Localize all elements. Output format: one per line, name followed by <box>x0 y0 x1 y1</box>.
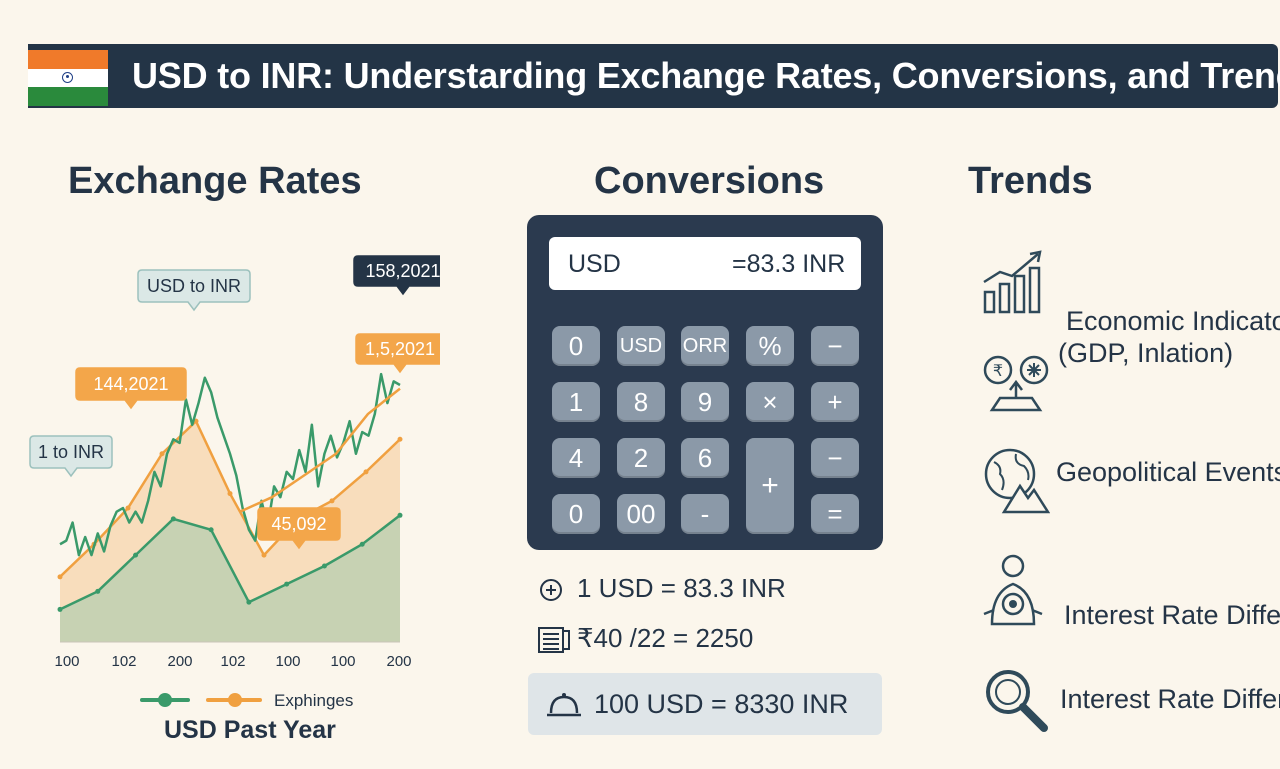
callout-label: 1,5,2021 <box>365 339 435 359</box>
series-1-point-9 <box>363 469 369 475</box>
display-currency: USD <box>568 250 621 278</box>
callout-bubble <box>257 507 341 550</box>
person-network-icon <box>983 554 1043 626</box>
series-2-point-3 <box>170 516 176 522</box>
key-percent[interactable]: % <box>746 326 794 366</box>
legend-orange-dot <box>228 693 242 707</box>
key-dash[interactable]: - <box>681 494 729 534</box>
series-1-point-6 <box>261 552 267 558</box>
series-2-point-6 <box>284 581 290 587</box>
page-title: USD to INR: Understarding Exchange Rates… <box>132 55 1280 96</box>
legend-label: Exphinges <box>274 691 354 710</box>
x-tick-label: 100 <box>275 653 300 670</box>
trend-label-gdp: (GDP, Inlation) <box>1058 338 1234 368</box>
callout-label: USD to INR <box>147 276 241 296</box>
series-2-point-1 <box>95 588 101 594</box>
key-minus[interactable]: − <box>811 326 859 366</box>
bar-chart-growth-icon <box>983 250 1042 314</box>
series-2-point-5 <box>246 599 252 605</box>
key-9[interactable]: 9 <box>681 382 729 422</box>
series-1-point-8 <box>329 498 335 504</box>
chart-caption: USD Past Year <box>164 716 336 744</box>
callout-label: 1 to INR <box>38 442 104 462</box>
conversions-heading: Conversions <box>594 160 825 202</box>
globe-mountain-icon <box>984 448 1050 514</box>
callout-bubble <box>75 367 187 410</box>
key-orr[interactable]: ORR <box>681 326 729 366</box>
trend-label-interest-1: Interest Rate Differ <box>1064 600 1280 630</box>
series-2-point-8 <box>359 541 365 547</box>
key-multiply[interactable]: × <box>746 382 794 422</box>
key-0-bottom[interactable]: 0 <box>552 494 600 534</box>
key-00[interactable]: 00 <box>617 494 665 534</box>
conversion-text-1: 1 USD = 83.3 INR <box>577 573 786 603</box>
series-2-point-0 <box>57 606 63 612</box>
series-1-point-3 <box>159 451 165 457</box>
key-plus-tall[interactable]: + <box>746 438 794 534</box>
series-2-line <box>59 514 401 611</box>
header-banner <box>28 44 1278 108</box>
exchange-rates-heading: Exchange Rates <box>68 160 362 202</box>
trend-label-economic: Economic Indicato <box>1066 306 1280 336</box>
key-plus[interactable]: + <box>811 382 859 422</box>
magnifier-icon <box>986 670 1048 732</box>
conversion-line-2: ₹40 /22 = 2250 <box>537 623 753 654</box>
trend-label-interest-2: Interest Rate Differ <box>1060 684 1280 714</box>
series-3-line <box>239 387 401 513</box>
key-2[interactable]: 2 <box>617 438 665 478</box>
economy-scale-icon: ₹ <box>983 355 1049 412</box>
x-tick-label: 200 <box>386 653 411 670</box>
trend-label-geopolitical: Geopolitical Events <box>1056 457 1280 487</box>
india-flag-icon <box>28 50 108 106</box>
key-6[interactable]: 6 <box>681 438 729 478</box>
key-0[interactable]: 0 <box>552 326 600 366</box>
x-tick-label: 102 <box>111 653 136 670</box>
key-usd[interactable]: USD <box>617 326 665 366</box>
series-1-point-0 <box>57 574 63 580</box>
callout-bubble <box>355 333 440 374</box>
series-1-point-2 <box>125 505 131 511</box>
series-2-point-4 <box>208 527 214 533</box>
key-1[interactable]: 1 <box>552 382 600 422</box>
legend-green-dot <box>158 693 172 707</box>
callout-bubble <box>137 269 251 312</box>
key-4[interactable]: 4 <box>552 438 600 478</box>
calculator-display <box>549 237 861 290</box>
result-box <box>528 673 882 735</box>
key-8[interactable]: 8 <box>617 382 665 422</box>
trends-heading: Trends <box>968 160 1093 202</box>
series-2-point-2 <box>133 552 139 558</box>
banknote-calculator-icon <box>538 627 570 654</box>
x-tick-label: 100 <box>54 653 79 670</box>
key-equals[interactable]: = <box>811 494 859 534</box>
callout-bubble <box>29 435 113 478</box>
x-tick-label: 100 <box>330 653 355 670</box>
result-text: 100 USD = 8330 INR <box>594 689 849 719</box>
bell-service-icon <box>547 693 581 717</box>
series-1-point-10 <box>397 436 403 442</box>
x-tick-label: 102 <box>220 653 245 670</box>
callout-bubble <box>353 255 440 296</box>
display-value: =83.3 INR <box>732 250 846 278</box>
conversion-line-1: 1 USD = 83.3 INR <box>537 573 786 604</box>
exchange-rate-chart: 100 102 200 102 100 100 200 USD to INR 158,2021… <box>29 255 440 670</box>
conversion-text-2: ₹40 /22 = 2250 <box>577 623 754 653</box>
callout-label: 158,2021 <box>365 261 440 281</box>
series-2-point-9 <box>397 512 403 518</box>
series-1-point-5 <box>227 491 233 497</box>
callout-label: 144,2021 <box>93 374 168 394</box>
svg-text:₹: ₹ <box>993 361 1003 380</box>
add-circle-icon <box>540 579 562 602</box>
key-minus-2[interactable]: − <box>811 438 859 478</box>
x-tick-label: 200 <box>167 653 192 670</box>
callout-label: 45,092 <box>271 514 326 534</box>
series-2-point-7 <box>321 563 327 569</box>
